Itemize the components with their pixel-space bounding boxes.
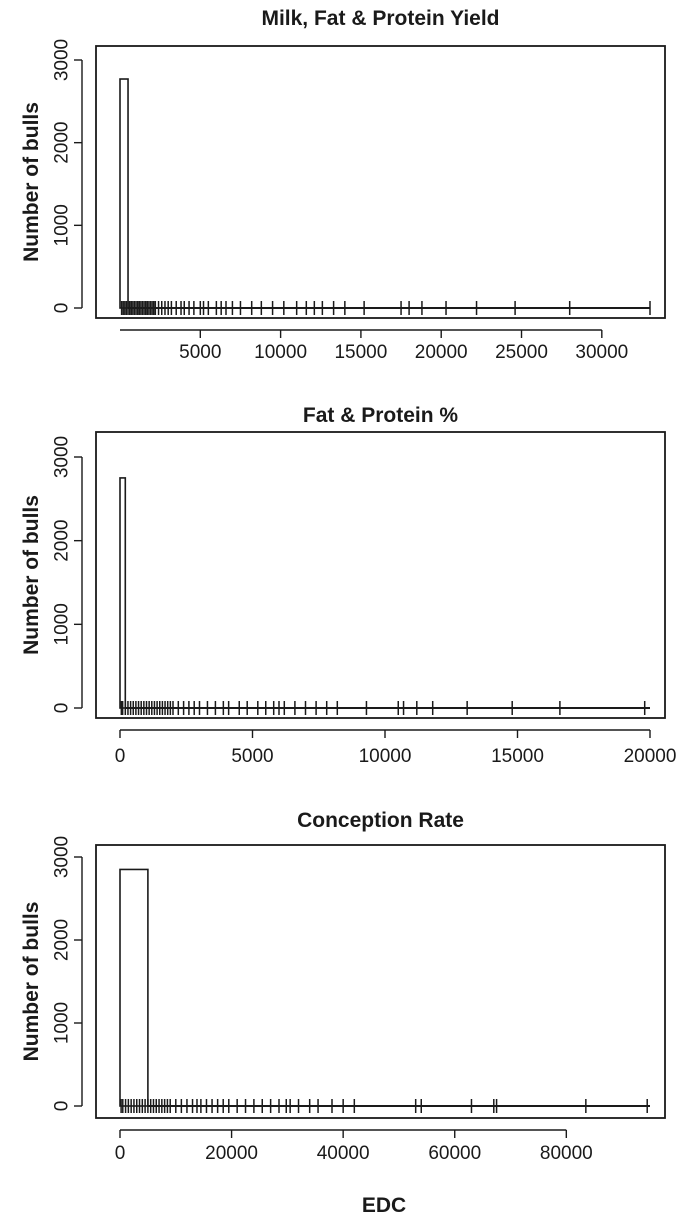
y-tick-label: 1000 xyxy=(52,1002,73,1044)
histogram-bar xyxy=(119,477,127,709)
y-tick-label: 0 xyxy=(52,703,73,714)
x-tick-label: 40000 xyxy=(317,1143,370,1164)
x-tick-label: 60000 xyxy=(428,1143,481,1164)
chart-title: Fat & Protein % xyxy=(303,404,459,427)
y-tick-label: 3000 xyxy=(52,436,73,478)
x-tick-label: 20000 xyxy=(415,342,468,363)
y-tick-label: 0 xyxy=(52,1101,73,1112)
y-tick-label: 2000 xyxy=(52,122,73,164)
x-tick-label: 80000 xyxy=(540,1143,593,1164)
x-tick-label: 5000 xyxy=(179,342,221,363)
chart-title: Conception Rate xyxy=(297,809,464,832)
y-tick-label: 2000 xyxy=(52,520,73,562)
x-axis-label: EDC xyxy=(362,1194,406,1217)
y-tick-label: 2000 xyxy=(52,919,73,961)
y-tick-label: 0 xyxy=(52,303,73,314)
chart-panel-1: Milk, Fat & Protein Yield Number of bulls… xyxy=(20,7,666,363)
x-tick-label: 20000 xyxy=(205,1143,258,1164)
plot-frame xyxy=(95,844,666,1119)
histogram-bar xyxy=(119,868,149,1107)
y-tick-label: 3000 xyxy=(52,39,73,81)
y-tick-label: 1000 xyxy=(52,603,73,645)
x-tick-label: 0 xyxy=(115,746,126,767)
x-tick-label: 0 xyxy=(115,1143,126,1164)
plot-frame xyxy=(95,431,666,719)
x-tick-label: 5000 xyxy=(231,746,273,767)
histogram-bar xyxy=(119,78,129,309)
chart-panel-3: Conception Rate Number of bulls 0 1000 2000 3… xyxy=(20,809,666,1164)
plot-frame xyxy=(95,45,666,319)
y-axis-label: Number of bulls xyxy=(20,102,43,262)
y-axis-label: Number of bulls xyxy=(20,495,43,655)
y-axis-label: Number of bulls xyxy=(20,902,43,1062)
y-tick-label: 1000 xyxy=(52,204,73,246)
x-tick-label: 30000 xyxy=(575,342,628,363)
chart-panel-2: Fat & Protein % Number of bulls 0 1000 2000 3… xyxy=(20,404,676,767)
x-tick-label: 25000 xyxy=(495,342,548,363)
x-tick-label: 15000 xyxy=(491,746,544,767)
x-tick-label: 20000 xyxy=(624,746,677,767)
chart-title: Milk, Fat & Protein Yield xyxy=(261,7,499,30)
x-tick-label: 10000 xyxy=(359,746,412,767)
y-tick-label: 3000 xyxy=(52,836,73,878)
x-tick-label: 10000 xyxy=(254,342,307,363)
x-tick-label: 15000 xyxy=(334,342,387,363)
